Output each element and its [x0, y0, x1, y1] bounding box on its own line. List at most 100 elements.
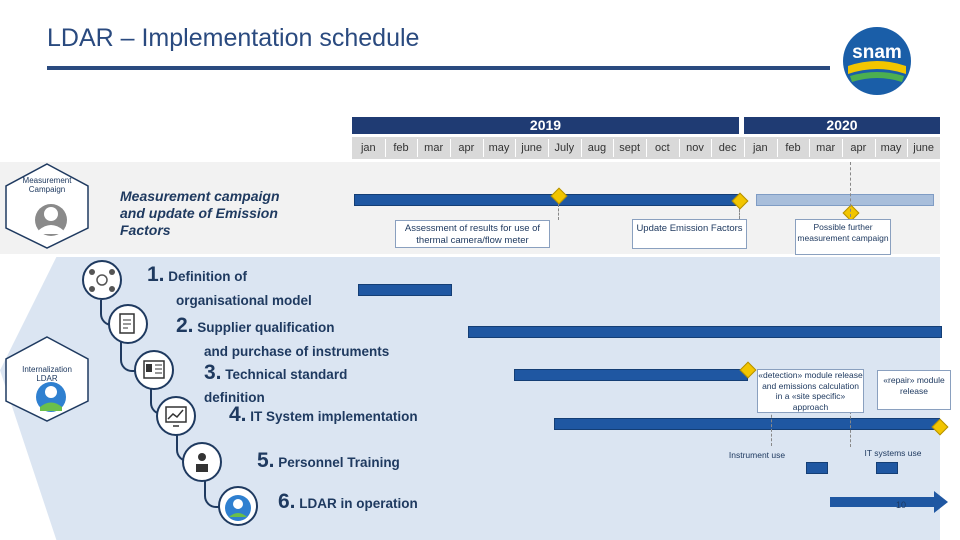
logo-text: snam	[852, 42, 902, 63]
month-separator	[809, 139, 811, 157]
month-15: apr	[850, 142, 867, 154]
standard-doc-icon	[143, 360, 165, 379]
month-separator	[776, 139, 778, 157]
step-2-label-2: and purchase of instruments	[204, 344, 390, 359]
mc-line-1: Measurement campaign	[120, 188, 280, 204]
month-7: aug	[587, 142, 607, 154]
month-5: june	[521, 142, 543, 154]
dash-instrument	[771, 410, 772, 446]
measurement-campaign-bar	[354, 194, 740, 206]
month-separator	[613, 139, 615, 157]
month-separator	[384, 139, 386, 157]
step-1-circle	[82, 260, 122, 300]
technical-standard-bar	[514, 369, 748, 381]
month-3: apr	[458, 142, 475, 154]
org-model-bar	[358, 284, 452, 296]
note-it-use: IT systems use	[864, 448, 922, 458]
month-separator	[874, 139, 876, 157]
connector-5-6	[204, 478, 224, 508]
note-further: Possible further measurement campaign	[795, 219, 891, 255]
step-3-label-2: definition	[204, 390, 265, 405]
month-8: sept	[619, 142, 641, 154]
measurement-campaign-label: Measurement Campaign	[22, 176, 72, 194]
note-repair: «repair» module release	[877, 370, 951, 410]
mc-line-2: and update of Emission	[120, 205, 278, 221]
month-separator	[450, 139, 451, 157]
month-separator	[646, 139, 647, 157]
internalization-ldar-label: Internalization LDAR	[22, 365, 72, 383]
month-separator	[711, 139, 713, 157]
it-system-bar	[554, 418, 940, 430]
org-network-icon	[89, 269, 115, 292]
month-9: oct	[654, 142, 670, 154]
note-assessment: Assessment of results for use of thermal…	[395, 220, 550, 248]
measurement-campaign-text: Measurement campaign and update of Emiss…	[120, 188, 280, 239]
step-1-label: 1. Definition of	[147, 263, 248, 286]
month-separator	[482, 139, 484, 157]
training-bar-1	[806, 462, 828, 474]
step-2-label: 2. Supplier qualification	[176, 314, 335, 337]
month-13: feb	[785, 142, 801, 154]
dash-it-use	[850, 411, 851, 447]
month-separator	[417, 139, 419, 157]
step-6-number: 6.	[278, 490, 296, 513]
step-6-circle	[218, 486, 258, 526]
month-separator	[580, 139, 582, 157]
step-2-line-1: Supplier qualification	[197, 320, 335, 335]
page-number: 10	[896, 500, 907, 510]
page-title: LDAR – Implementation schedule	[47, 24, 420, 52]
ldar-operation-arrow	[830, 491, 948, 513]
month-0: jan	[360, 142, 376, 154]
step-5-number: 5.	[257, 449, 275, 472]
step-4-number: 4.	[229, 403, 247, 426]
step-1-line-1: Definition of	[168, 269, 248, 284]
operator-icon	[225, 495, 251, 521]
month-17: june	[913, 142, 935, 154]
step-4-label: 4. IT System implementation	[229, 403, 418, 426]
document-check-icon	[119, 313, 135, 334]
training-bar-2	[876, 462, 898, 474]
step-4-circle	[156, 396, 196, 436]
month-16: may	[880, 142, 902, 154]
step-6-label: 6. LDAR in operation	[278, 490, 418, 513]
further-campaign-bar	[756, 194, 934, 206]
step-3-line-1: Technical standard	[225, 367, 348, 382]
worker-icon	[196, 453, 208, 472]
step-2-circle	[108, 304, 148, 344]
step-4-line-1: IT System implementation	[250, 409, 418, 424]
month-4: may	[488, 142, 510, 154]
dash-further	[850, 162, 851, 217]
month-2: mar	[424, 142, 444, 154]
month-10: nov	[686, 142, 704, 154]
step-1-number: 1.	[147, 263, 165, 286]
dash-assessment	[558, 204, 559, 220]
note-detection: «detection» module release and emissions…	[757, 369, 864, 413]
year-2019: 2019	[352, 117, 739, 134]
step-5-circle	[182, 442, 222, 482]
month-separator	[548, 139, 549, 157]
dash-update	[739, 209, 740, 219]
month-header: jan feb mar apr may june July aug sept oct nov dec j…	[352, 137, 940, 159]
step-6-line-1: LDAR in operation	[299, 496, 418, 511]
month-separator	[678, 139, 680, 157]
month-separator	[842, 139, 843, 157]
measurement-campaign-hex: Measurement Campaign	[4, 162, 90, 250]
step-1-label-2: organisational model	[176, 293, 312, 308]
snam-logo: snam	[842, 26, 912, 96]
note-update-ef: Update Emission Factors	[632, 219, 747, 249]
month-14: mar	[816, 142, 836, 154]
step-2-number: 2.	[176, 314, 194, 337]
step-3-label: 3. Technical standard	[204, 361, 348, 384]
supplier-qualification-bar	[468, 326, 942, 338]
step-5-label: 5. Personnel Training	[257, 449, 400, 472]
connector-2-3	[120, 340, 140, 372]
internalization-ldar-hex: Internalization LDAR	[4, 335, 90, 423]
month-separator	[907, 139, 909, 157]
month-11: dec	[718, 142, 737, 154]
step-3-number: 3.	[204, 361, 222, 384]
mc-line-3: Factors	[120, 222, 171, 238]
note-instrument-use: Instrument use	[728, 450, 786, 460]
month-1: feb	[393, 142, 409, 154]
month-12: jan	[752, 142, 768, 154]
month-6: July	[554, 142, 575, 154]
